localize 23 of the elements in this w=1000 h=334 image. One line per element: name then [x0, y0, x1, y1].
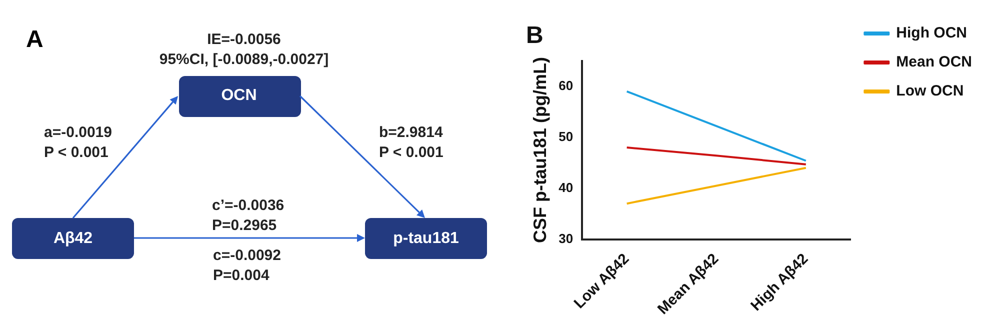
- text: Aβ42: [53, 230, 93, 247]
- text: c=-0.0092: [213, 247, 281, 265]
- text: A: [26, 26, 44, 54]
- legend-label: Mean OCN: [896, 54, 972, 71]
- text: a=-0.0019: [44, 124, 112, 142]
- y-tick-label: 40: [558, 180, 574, 195]
- legend-label: High OCN: [896, 24, 967, 42]
- text: b=2.9814: [379, 124, 443, 142]
- text: P < 0.001: [379, 144, 444, 162]
- text: P < 0.001: [44, 144, 108, 162]
- text: IE=-0.0056: [206, 31, 282, 49]
- text: P=0.2965: [212, 217, 277, 235]
- y-axis-title: CSF p-tau181 (pg/mL): [530, 57, 550, 244]
- chart-title: B: [526, 22, 544, 50]
- text: p-tau181: [393, 230, 459, 247]
- legend-label: Low OCN: [896, 82, 964, 100]
- text: c’=-0.0036: [212, 197, 284, 215]
- y-tick-label: 50: [558, 128, 574, 144]
- text: OCN: [220, 87, 258, 105]
- text: P=0.004: [213, 267, 270, 285]
- y-tick-label: 60: [558, 78, 574, 93]
- y-tick-label: 30: [558, 230, 574, 246]
- text: 95%CI, [-0.0089,-0.0027]: [158, 51, 330, 69]
